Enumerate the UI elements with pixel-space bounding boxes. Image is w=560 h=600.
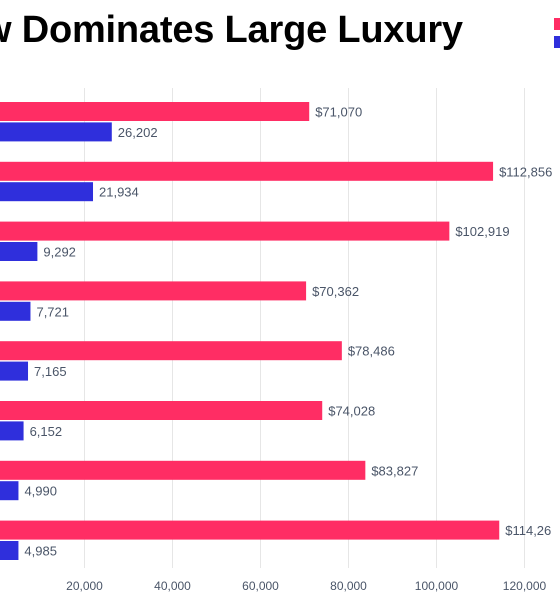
legend-swatch-series-1 — [554, 18, 560, 30]
bar-series-1-row-7 — [0, 460, 366, 480]
x-tick-label: 120,000 — [503, 579, 547, 593]
data-label-series-2-row-6: 6,152 — [30, 424, 63, 439]
bar-series-1-row-1 — [0, 102, 310, 121]
data-label-series-2-row-5: 7,165 — [34, 364, 67, 379]
bar-series-2-row-3 — [0, 242, 38, 261]
data-label-series-1-row-5: $78,486 — [348, 344, 395, 359]
bar-series-2-row-2 — [0, 182, 94, 202]
bar-series-2-row-4 — [0, 301, 31, 321]
chart-title: w Dominates Large Luxury — [0, 9, 463, 51]
data-label-series-1-row-2: $112,856 — [499, 164, 552, 179]
data-label-series-2-row-4: 7,721 — [36, 304, 69, 319]
data-label-series-2-row-8: 4,985 — [24, 544, 57, 559]
data-label-series-2-row-3: 9,292 — [43, 245, 76, 260]
data-label-series-1-row-3: $102,919 — [455, 224, 509, 239]
legend-swatch-series-2 — [554, 36, 560, 48]
bar-series-2-row-5 — [0, 361, 29, 381]
x-tick-label: 80,000 — [330, 579, 367, 593]
data-label-series-1-row-7: $83,827 — [371, 463, 418, 478]
data-label-series-1-row-1: $71,070 — [315, 105, 362, 120]
bar-series-2-row-6 — [0, 421, 24, 441]
bar-series-1-row-4 — [0, 281, 307, 301]
bar-series-2-row-1 — [0, 122, 112, 142]
bar-series-1-row-5 — [0, 341, 342, 361]
bar-series-1-row-3 — [0, 221, 450, 241]
x-tick-label: 40,000 — [154, 579, 191, 593]
data-label-series-2-row-1: 26,202 — [118, 125, 158, 140]
x-tick-label: 60,000 — [242, 579, 279, 593]
data-label-series-1-row-4: $70,362 — [312, 284, 359, 299]
bar-series-1-row-8 — [0, 520, 500, 540]
data-label-series-1-row-8: $114,26 — [505, 523, 551, 538]
data-label-series-2-row-2: 21,934 — [99, 185, 139, 200]
bar-series-2-row-7 — [0, 481, 19, 501]
bar-series-1-row-2 — [0, 161, 494, 181]
x-tick-label: 100,000 — [415, 579, 459, 593]
bar-series-1-row-6 — [0, 401, 323, 420]
data-label-series-1-row-6: $74,028 — [328, 404, 375, 419]
data-label-series-2-row-7: 4,990 — [24, 484, 57, 499]
bar-series-2-row-8 — [0, 541, 19, 560]
x-tick-label: 20,000 — [66, 579, 103, 593]
